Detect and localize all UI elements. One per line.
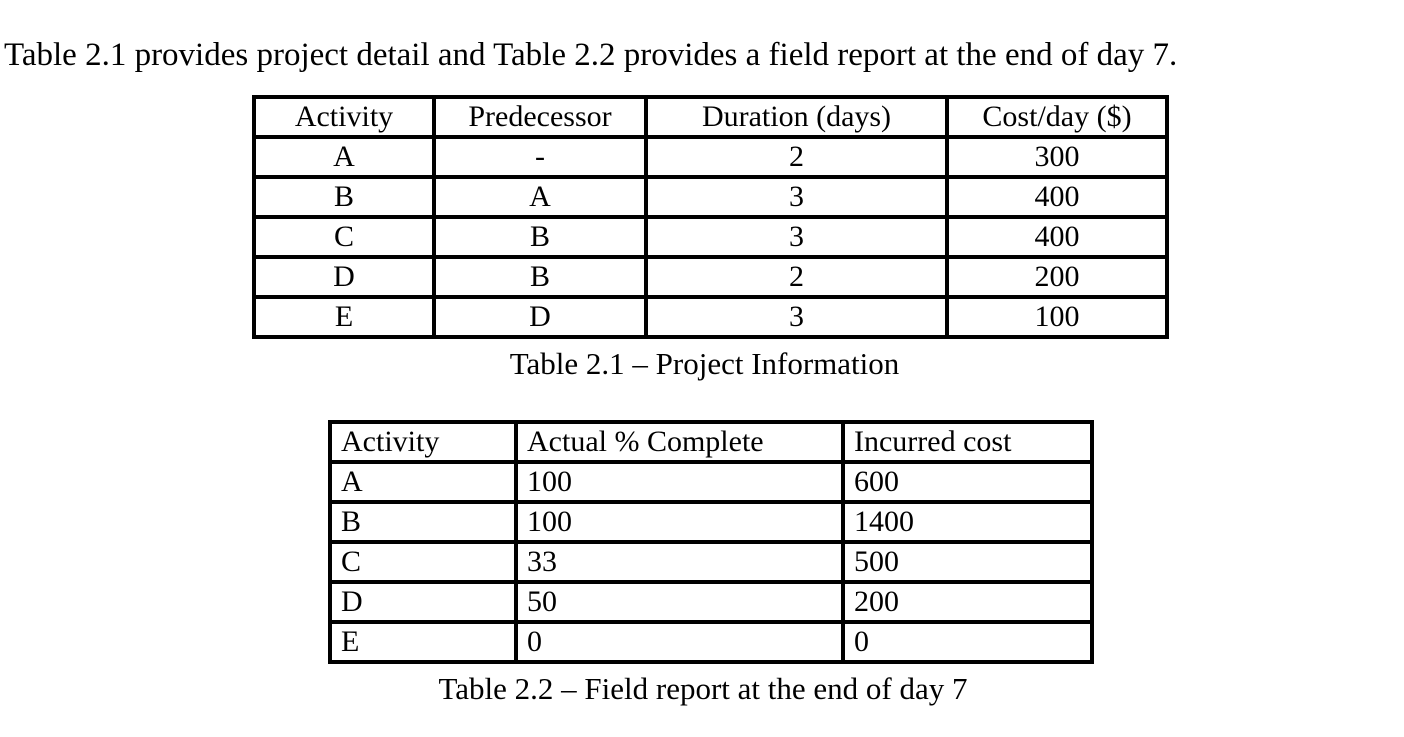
table-cell: A (432, 175, 648, 219)
table-cell: D (432, 295, 648, 339)
column-header: Duration (days) (644, 95, 949, 139)
field-report-table: Activity Actual % Complete Incurred cost A 1… (328, 420, 1094, 664)
table-cell: 600 (841, 460, 1094, 504)
table-cell: B (252, 175, 436, 219)
column-header: Predecessor (432, 95, 648, 139)
table-cell: 3 (644, 295, 949, 339)
table-cell: 0 (841, 620, 1094, 664)
table-cell: A (328, 460, 518, 504)
table-cell: B (432, 255, 648, 299)
table-cell: 200 (945, 255, 1169, 299)
table-row: E D 3 100 (252, 295, 1169, 339)
field-report-table-caption: Table 2.2 – Field report at the end of d… (438, 671, 968, 706)
table-cell: C (252, 215, 436, 259)
table-cell: C (328, 540, 518, 584)
table-cell: D (328, 580, 518, 624)
table-row: D 50 200 (328, 580, 1094, 624)
table-row: C 33 500 (328, 540, 1094, 584)
column-header: Incurred cost (841, 420, 1094, 464)
project-info-table-caption: Table 2.1 – Project Information (509, 346, 900, 381)
table-cell: A (252, 135, 436, 179)
header-row: Activity Predecessor Duration (days) Cost/d… (252, 95, 1169, 139)
table-cell: 200 (841, 580, 1094, 624)
column-header: Activity (252, 95, 436, 139)
intro-text: Table 2.1 provides project detail and Ta… (4, 37, 1178, 73)
table-row: B A 3 400 (252, 175, 1169, 219)
column-header: Cost/day ($) (945, 95, 1169, 139)
table-row: C B 3 400 (252, 215, 1169, 259)
table-cell: 1400 (841, 500, 1094, 544)
table-cell: D (252, 255, 436, 299)
table-cell: 500 (841, 540, 1094, 584)
table-cell: 100 (514, 460, 845, 504)
table-cell: E (252, 295, 436, 339)
table-cell: - (432, 135, 648, 179)
table-row: B 100 1400 (328, 500, 1094, 544)
table-row: A 100 600 (328, 460, 1094, 504)
table-cell: 400 (945, 175, 1169, 219)
table-row: D B 2 200 (252, 255, 1169, 299)
table-cell: 3 (644, 215, 949, 259)
table-cell: 2 (644, 135, 949, 179)
table-cell: 2 (644, 255, 949, 299)
table-cell: B (432, 215, 648, 259)
table-cell: 3 (644, 175, 949, 219)
table-cell: 50 (514, 580, 845, 624)
table-cell: 400 (945, 215, 1169, 259)
table-cell: B (328, 500, 518, 544)
column-header: Activity (328, 420, 518, 464)
project-info-section: Activity Predecessor Duration (days) Cost/d… (252, 95, 1169, 382)
table-cell: 0 (514, 620, 845, 664)
header-row: Activity Actual % Complete Incurred cost (328, 420, 1094, 464)
project-info-table: Activity Predecessor Duration (days) Cost/d… (252, 95, 1169, 339)
table-cell: 300 (945, 135, 1169, 179)
field-report-section: Activity Actual % Complete Incurred cost A 1… (328, 420, 1094, 707)
table-cell: 100 (514, 500, 845, 544)
table-cell: 100 (945, 295, 1169, 339)
table-cell: 33 (514, 540, 845, 584)
table-cell: E (328, 620, 518, 664)
table-row: A -2 300 (252, 135, 1169, 179)
column-header: Actual % Complete (514, 420, 845, 464)
